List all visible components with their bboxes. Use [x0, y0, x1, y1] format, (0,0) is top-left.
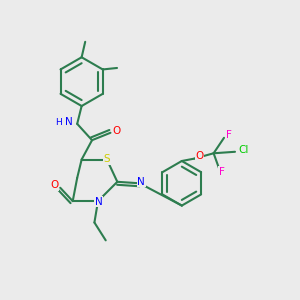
Text: O: O	[196, 151, 204, 160]
Text: O: O	[50, 180, 58, 190]
Text: O: O	[112, 126, 121, 136]
Text: F: F	[226, 130, 232, 140]
Text: Cl: Cl	[238, 145, 248, 155]
Text: N: N	[137, 177, 145, 187]
Text: N: N	[95, 197, 103, 207]
Text: H: H	[56, 118, 62, 127]
Text: S: S	[103, 154, 110, 164]
Text: F: F	[219, 167, 225, 177]
Text: N: N	[65, 117, 73, 128]
